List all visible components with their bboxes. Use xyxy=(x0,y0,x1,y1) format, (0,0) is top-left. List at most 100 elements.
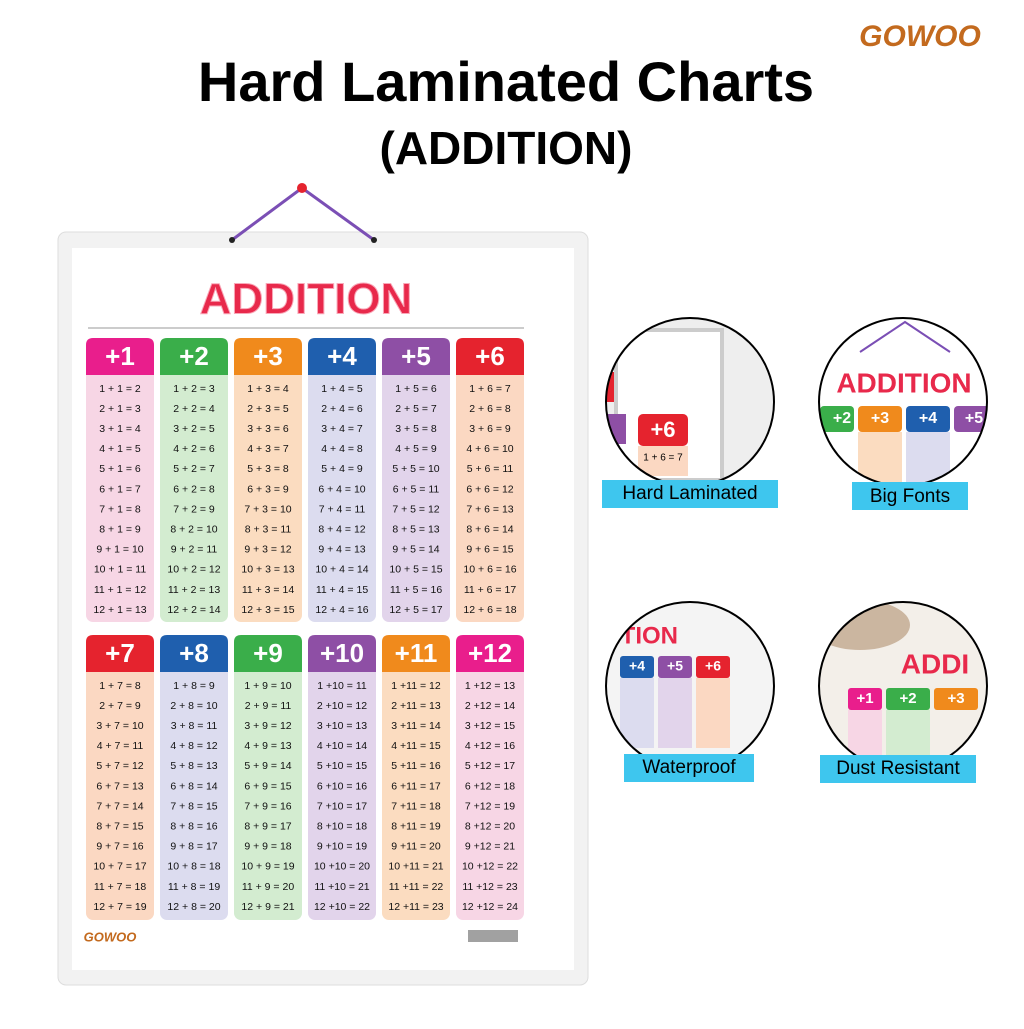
title: Hard Laminated Charts xyxy=(198,50,814,113)
feature-label: Hard Laminated xyxy=(622,483,757,504)
column-header xyxy=(86,338,154,375)
equation: 12 + 3 = 15 xyxy=(241,604,294,616)
equation: 5 +10 = 15 xyxy=(317,760,367,772)
column-body xyxy=(160,348,228,622)
equation: 9 + 1 = 10 xyxy=(96,544,143,556)
equation: 11 +12 = 23 xyxy=(462,881,517,893)
equation: 4 + 7 = 11 xyxy=(97,740,144,752)
equation: 2 + 4 = 6 xyxy=(321,403,363,415)
equation: 8 + 9 = 17 xyxy=(244,820,291,832)
column-body xyxy=(234,348,302,622)
equation: 9 +10 = 19 xyxy=(317,841,367,853)
column-header xyxy=(308,338,376,375)
feature-label: Waterproof xyxy=(642,757,736,778)
column-header xyxy=(234,635,302,672)
column-header-text: +4 xyxy=(327,341,357,371)
column-body xyxy=(160,645,228,920)
column-header-text: +3 xyxy=(253,341,283,371)
equation: 8 +12 = 20 xyxy=(465,820,515,832)
equation: 7 + 6 = 13 xyxy=(466,503,513,515)
column-header xyxy=(382,338,450,375)
equation: 3 +12 = 15 xyxy=(465,720,515,732)
equation: 11 + 2 = 13 xyxy=(168,584,221,596)
equation: 9 + 6 = 15 xyxy=(466,544,513,556)
inset-text: ADDITION xyxy=(836,367,971,398)
equation: 1 + 3 = 4 xyxy=(247,383,289,395)
equation: 11 +11 = 22 xyxy=(389,881,444,893)
equation: 2 + 9 = 11 xyxy=(245,700,292,712)
feature-badge xyxy=(624,754,754,782)
equation: 5 + 6 = 11 xyxy=(467,463,514,475)
equation: 6 + 2 = 8 xyxy=(173,483,215,495)
column-body xyxy=(456,348,524,622)
inset: ADDITION +2 +3 +4 +5 xyxy=(819,318,987,486)
equation: 7 + 7 = 14 xyxy=(96,800,143,812)
equation: 5 + 9 = 14 xyxy=(244,760,291,772)
inset-text: +5 xyxy=(965,410,983,427)
inset-text: +6 xyxy=(650,417,675,442)
equation: 10 + 6 = 16 xyxy=(463,564,516,576)
equation: 4 + 6 = 10 xyxy=(466,443,513,455)
equation: 4 + 5 = 9 xyxy=(395,443,437,455)
equation: 11 + 9 = 20 xyxy=(242,881,295,893)
equation: 9 + 9 = 18 xyxy=(244,841,291,853)
equation: 7 + 8 = 15 xyxy=(170,800,217,812)
inset-text: +3 xyxy=(871,410,889,427)
equation: 7 + 2 = 9 xyxy=(173,503,215,515)
equation: 2 + 5 = 7 xyxy=(395,403,437,415)
column-body xyxy=(456,645,524,920)
column-header xyxy=(456,338,524,375)
equation: 10 + 9 = 19 xyxy=(241,861,294,873)
column-body xyxy=(308,645,376,920)
equation: 10 +10 = 20 xyxy=(314,861,370,873)
equation: 1 + 4 = 5 xyxy=(321,383,363,395)
equation: 2 + 8 = 10 xyxy=(170,700,217,712)
column-header-text: +12 xyxy=(468,638,512,668)
equation: 6 +10 = 16 xyxy=(317,780,367,792)
feature-badge xyxy=(602,480,778,508)
equation: 12 + 1 = 13 xyxy=(93,604,146,616)
column-header-text: +8 xyxy=(179,638,209,668)
equation: 3 + 7 = 10 xyxy=(96,720,143,732)
equation: 11 +10 = 21 xyxy=(314,881,369,893)
feature-label: Dust Resistant xyxy=(836,758,960,779)
equation: 7 + 3 = 10 xyxy=(244,503,291,515)
equation: 8 + 6 = 14 xyxy=(466,523,513,535)
equation: 8 + 7 = 15 xyxy=(96,820,143,832)
equation: 4 + 3 = 7 xyxy=(247,443,289,455)
equation: 7 + 4 = 11 xyxy=(319,503,366,515)
equation: 5 + 5 = 10 xyxy=(392,463,439,475)
equation: 1 + 2 = 3 xyxy=(173,383,215,395)
equation: 2 + 2 = 4 xyxy=(173,403,215,415)
equation: 2 + 6 = 8 xyxy=(469,403,511,415)
column-header xyxy=(86,635,154,672)
equation: 9 + 3 = 12 xyxy=(244,544,291,556)
equation: 6 + 7 = 13 xyxy=(96,780,143,792)
equation: 6 + 6 = 12 xyxy=(466,483,513,495)
inset: ITION +4 +5 +6 xyxy=(606,602,774,770)
equation: 6 + 9 = 15 xyxy=(244,780,291,792)
equation: 5 + 8 = 13 xyxy=(170,760,217,772)
column-header-text: +10 xyxy=(320,638,364,668)
equation: 7 + 9 = 16 xyxy=(244,800,291,812)
equation: 11 + 8 = 19 xyxy=(168,881,221,893)
equation: 12 +10 = 22 xyxy=(314,901,370,913)
equation: 12 + 9 = 21 xyxy=(241,901,294,913)
columns: +1 1 + 1 = 2 2 + 1 = 3 3 + 1 = 4 4 + 1 = 5 5 … xyxy=(86,338,524,920)
equation: 3 + 9 = 12 xyxy=(244,720,291,732)
column-body xyxy=(308,348,376,622)
equation: 1 + 1 = 2 xyxy=(99,383,141,395)
equation: 3 + 4 = 7 xyxy=(321,423,363,435)
equation: 10 +12 = 22 xyxy=(462,861,518,873)
column-header-text: +7 xyxy=(105,638,135,668)
inset-text: +3 xyxy=(947,690,964,707)
equation: 6 + 8 = 14 xyxy=(170,780,217,792)
equation: 6 + 4 = 10 xyxy=(318,483,365,495)
equation: 7 +12 = 19 xyxy=(465,800,515,812)
equation: 1 +10 = 11 xyxy=(317,680,367,692)
equation: 10 + 2 = 12 xyxy=(167,564,220,576)
column-header-text: +9 xyxy=(253,638,283,668)
equation: 12 + 5 = 17 xyxy=(389,604,442,616)
equation: 1 + 5 = 6 xyxy=(395,383,437,395)
equation: 11 + 7 = 18 xyxy=(94,881,147,893)
